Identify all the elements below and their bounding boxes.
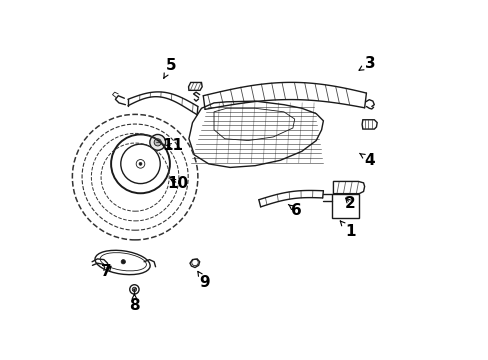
Text: 9: 9 bbox=[198, 271, 210, 290]
Circle shape bbox=[132, 287, 136, 292]
Circle shape bbox=[121, 260, 125, 264]
Text: 4: 4 bbox=[359, 153, 375, 168]
Text: 1: 1 bbox=[340, 221, 355, 239]
Text: 3: 3 bbox=[358, 56, 375, 71]
Circle shape bbox=[149, 134, 165, 150]
Text: 5: 5 bbox=[163, 58, 176, 78]
Text: 10: 10 bbox=[167, 176, 188, 191]
Text: 6: 6 bbox=[288, 203, 301, 218]
Text: 11: 11 bbox=[162, 139, 183, 153]
Circle shape bbox=[139, 162, 142, 165]
Text: 8: 8 bbox=[129, 294, 140, 313]
Text: 7: 7 bbox=[101, 264, 112, 279]
Circle shape bbox=[154, 139, 161, 146]
Bar bbox=[332, 194, 359, 218]
Text: 2: 2 bbox=[344, 196, 355, 211]
